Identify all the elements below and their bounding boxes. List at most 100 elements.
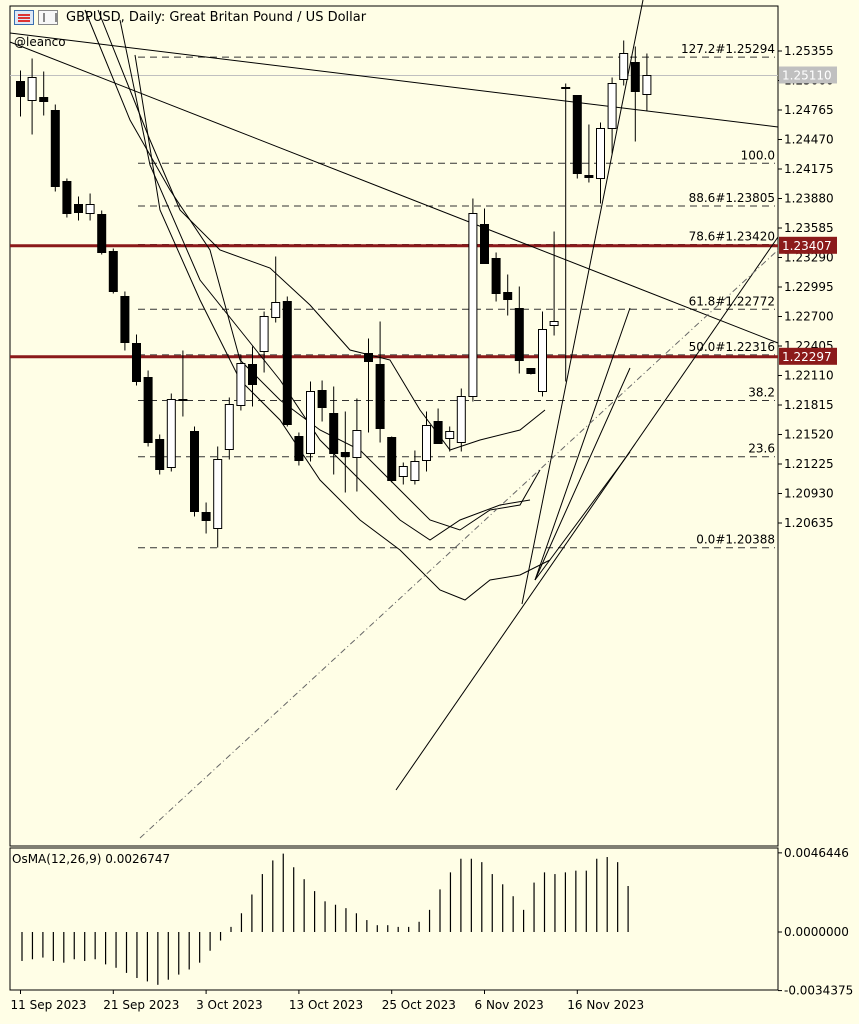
candle-bull <box>236 363 246 406</box>
candle-bear <box>190 431 199 512</box>
y-tick-label: 1.23290 <box>784 251 834 265</box>
trend-line <box>9 32 779 128</box>
candle-bear <box>329 413 339 454</box>
chart-list-icon[interactable] <box>14 10 34 25</box>
candle-bull <box>27 77 37 101</box>
trend-line <box>521 0 644 605</box>
y-tick-label: 1.25355 <box>784 44 834 58</box>
fib-level-label: 100.0 <box>741 148 775 162</box>
candle-bull <box>561 87 571 89</box>
trend-line <box>534 367 631 581</box>
osma-y-tick-label: 0.0000000 <box>784 925 849 939</box>
fib-level-label: 50.0#1.22316 <box>689 340 775 354</box>
osma-name: OsMA(12,26,9) <box>12 852 102 866</box>
current-price-label: 1.25110 <box>782 69 832 83</box>
fib-level-label: 61.8#1.22772 <box>689 294 775 308</box>
y-tick-label: 1.23880 <box>784 192 834 206</box>
chart-header: GBPUSD, Daily: Great Britan Pound / US D… <box>14 10 366 25</box>
y-tick-label: 1.23585 <box>784 221 834 235</box>
fib-level-label: 127.2#1.25294 <box>681 42 775 56</box>
y-tick-label: 1.20635 <box>784 516 834 530</box>
y-tick-label: 1.22995 <box>784 280 834 294</box>
candle-bear <box>340 452 350 457</box>
chart-mode-icon[interactable] <box>38 10 58 25</box>
trend-line <box>534 451 631 581</box>
candle-bull <box>213 459 223 529</box>
candle-bear <box>503 292 513 300</box>
moving-average-curve <box>119 19 531 541</box>
y-tick-label: 1.21815 <box>784 398 834 412</box>
osma-y-tick-label: -0.0034375 <box>784 984 853 998</box>
candle-bull <box>85 204 95 214</box>
candle-bull <box>445 431 455 439</box>
candle-bear <box>282 301 292 425</box>
y-tick-label: 1.21225 <box>784 457 834 471</box>
y-tick-label: 1.21520 <box>784 428 834 442</box>
x-tick-label: 13 Oct 2023 <box>289 998 363 1012</box>
horizontal-level-tag <box>779 236 837 254</box>
current-price-tag <box>779 66 837 84</box>
horizontal-level-tag <box>779 347 837 365</box>
candle-bull <box>642 75 652 95</box>
candle-bull <box>596 128 605 179</box>
candle-bear <box>364 353 373 362</box>
fib-level-label: 0.0#1.20388 <box>696 533 775 547</box>
fib-level-label: 38.2 <box>748 386 775 400</box>
candle-bear <box>178 399 188 401</box>
moving-average-curve <box>84 9 541 531</box>
fib-level-label: 78.6#1.23420 <box>689 230 775 244</box>
osma-y-tick-label: 0.0046446 <box>784 846 849 860</box>
candle-bull <box>422 425 431 461</box>
y-tick-label: 1.20930 <box>784 487 834 501</box>
fib-diagonal-line <box>139 249 779 839</box>
candle-bear <box>630 62 640 92</box>
candle-bear <box>317 390 327 408</box>
candle-bear <box>433 421 443 444</box>
candle-bear <box>375 364 385 429</box>
candle-bear <box>108 251 118 292</box>
horizontal-level-label: 1.23407 <box>782 239 832 253</box>
candle-bear <box>62 181 72 214</box>
candle-bear <box>584 175 594 178</box>
y-tick-label: 1.22700 <box>784 310 834 324</box>
moving-average-curve <box>134 54 551 601</box>
candle-bull <box>271 302 281 318</box>
x-tick-label: 11 Sep 2023 <box>11 998 87 1012</box>
candle-bull <box>619 53 629 80</box>
candle-bull <box>549 321 559 326</box>
candle-bear <box>572 95 582 174</box>
candle-bear <box>387 437 397 481</box>
candle-bear <box>514 308 524 361</box>
y-tick-label: 1.24765 <box>784 103 834 117</box>
candle-bear <box>97 214 107 253</box>
candle-bull <box>398 466 408 477</box>
candle-bear <box>201 512 211 521</box>
fib-level-label: 23.6 <box>748 442 775 456</box>
x-tick-label: 6 Nov 2023 <box>475 998 544 1012</box>
main-panel-frame <box>9 5 779 847</box>
candle-bull <box>456 396 466 443</box>
x-tick-label: 16 Nov 2023 <box>567 998 644 1012</box>
trend-line <box>395 236 779 791</box>
candle-bull <box>468 213 478 397</box>
candle-bear <box>39 97 49 102</box>
trend-line <box>534 307 631 581</box>
candle-bull <box>538 329 547 392</box>
osma-label: OsMA(12,26,9) 0.0026747 <box>12 852 170 866</box>
y-tick-label: 1.24470 <box>784 133 834 147</box>
moving-average-curve <box>97 9 546 451</box>
candle-bull <box>306 391 315 454</box>
candle-bull <box>166 399 176 468</box>
candle-bull <box>224 404 234 450</box>
x-tick-label: 21 Sep 2023 <box>103 998 179 1012</box>
candle-bull <box>259 316 269 352</box>
candle-bull <box>607 83 617 129</box>
candle-bear <box>294 436 304 461</box>
x-tick-label: 25 Oct 2023 <box>382 998 456 1012</box>
candle-bear <box>155 439 165 470</box>
x-tick-label: 3 Oct 2023 <box>196 998 263 1012</box>
osma-panel-frame <box>9 847 779 991</box>
candle-bull <box>410 461 420 481</box>
candle-bear <box>491 258 501 294</box>
